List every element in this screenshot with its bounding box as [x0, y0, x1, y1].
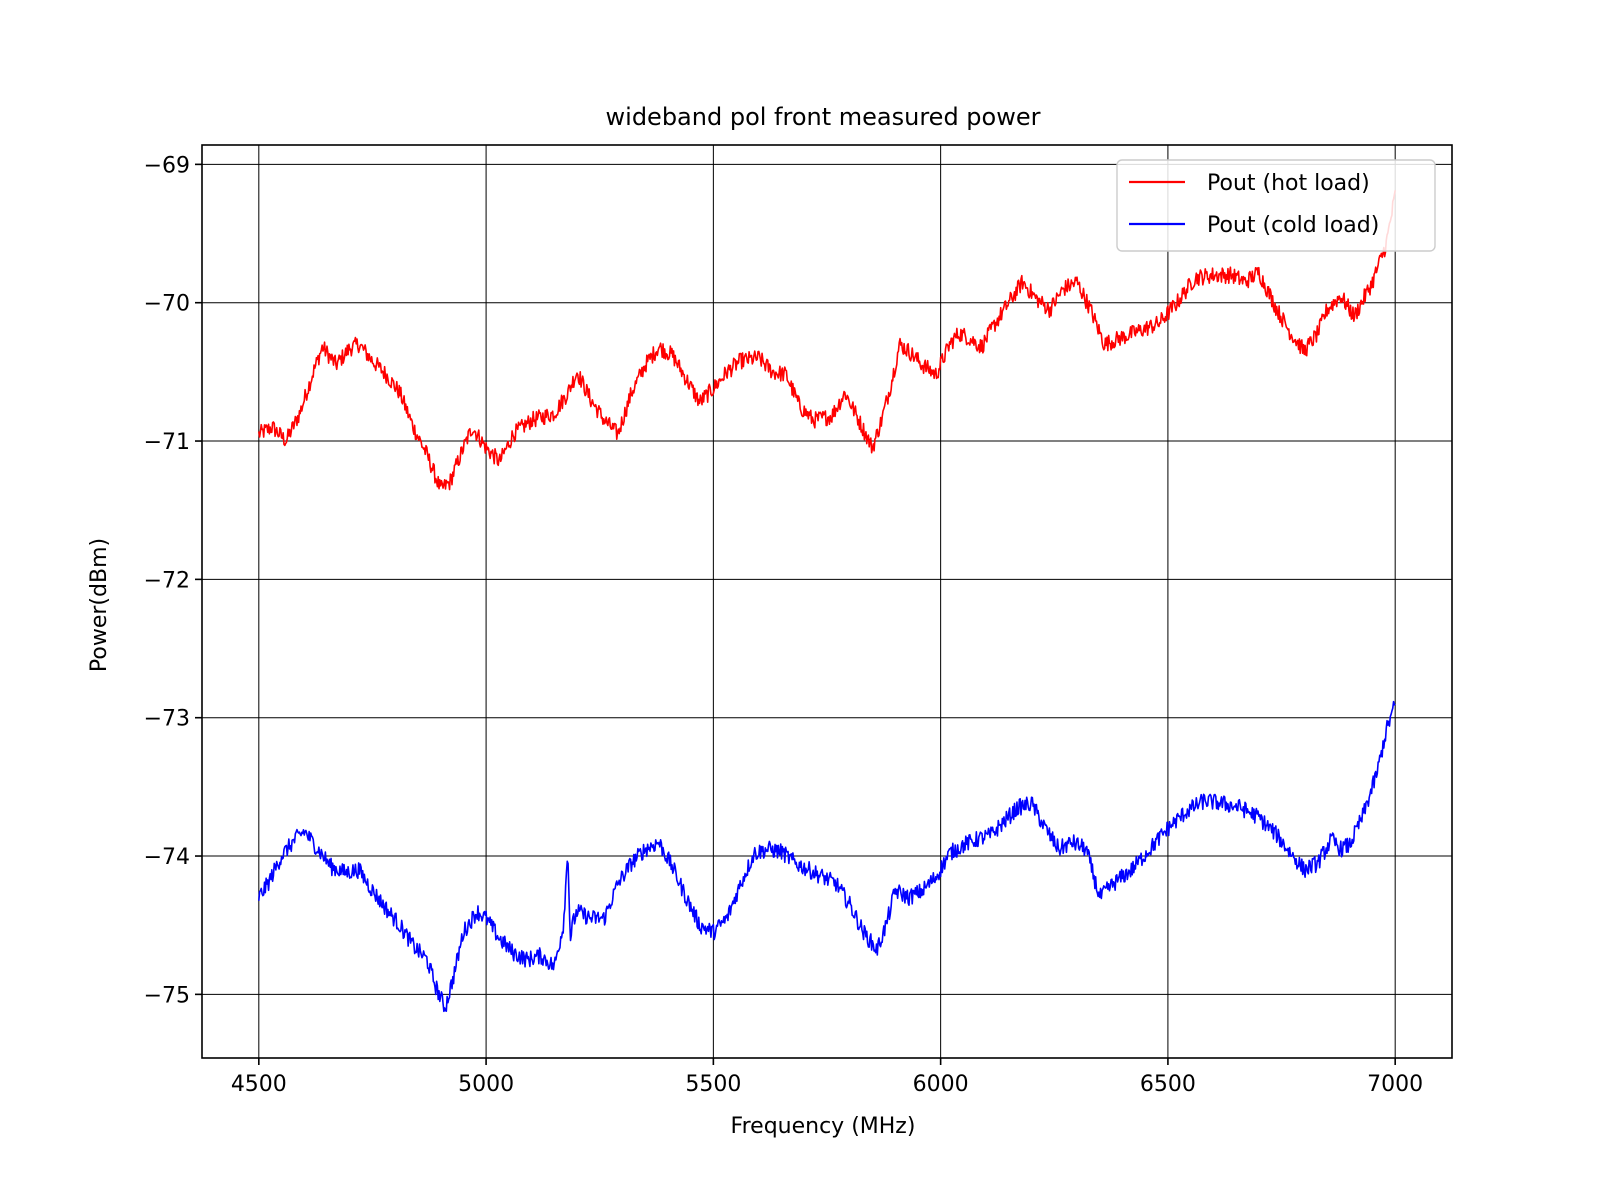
plot-area: [201, 144, 1453, 1059]
series-layer: [258, 190, 1396, 1013]
y-tick-label: −69: [144, 153, 190, 178]
legend-label-cold-load: Pout (cold load): [1207, 213, 1379, 238]
y-tick-label: −71: [144, 430, 190, 455]
y-tick-label: −72: [144, 568, 190, 593]
x-tick-label: 5500: [685, 1072, 741, 1097]
x-tick-label: 4500: [231, 1072, 287, 1097]
x-tick-label: 7000: [1367, 1072, 1423, 1097]
x-tick-label: 6000: [913, 1072, 969, 1097]
y-tick-label: −74: [144, 845, 190, 870]
y-tick-label: −70: [144, 292, 190, 317]
chart-title: wideband pol front measured power: [606, 103, 1041, 131]
series-line-pout-cold-load: [258, 700, 1396, 1013]
x-axis-label: Frequency (MHz): [731, 1114, 916, 1139]
y-axis: −75 −74 −73 −72 −71 −70 −69: [144, 153, 202, 1008]
x-tick-label: 5000: [458, 1072, 514, 1097]
x-axis: 4500 5000 5500 6000 6500 7000: [231, 1058, 1423, 1097]
y-tick-label: −73: [144, 707, 190, 732]
y-tick-label: −75: [144, 983, 190, 1008]
legend: Pout (hot load) Pout (cold load): [1116, 159, 1436, 252]
plot-frame: [201, 144, 1453, 1059]
grid: [202, 145, 1452, 1058]
legend-box: [1116, 159, 1436, 252]
y-axis-label: Power(dBm): [87, 538, 112, 672]
series-line-pout-hot-load: [258, 190, 1396, 491]
x-tick-label: 6500: [1140, 1072, 1196, 1097]
legend-label-hot-load: Pout (hot load): [1207, 171, 1370, 196]
